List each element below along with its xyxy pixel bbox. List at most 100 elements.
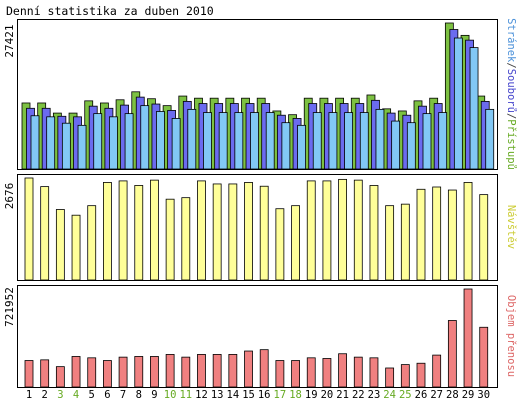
day-label-7: 7: [120, 389, 126, 401]
bar-volume-objem-p-enosu-day-21: [338, 353, 348, 388]
bar-visitors-n-v-t-v-day-25: [400, 203, 410, 281]
bar-visitors-n-v-t-v-day-16: [259, 185, 269, 281]
day-label-4: 4: [73, 389, 79, 401]
panel-traffic: 27421 Stránek/Souborů/Přístupů: [3, 18, 517, 170]
day-label-24: 24: [383, 389, 396, 401]
bar-visitors-n-v-t-v-day-11: [181, 197, 191, 281]
day-label-19: 19: [305, 389, 318, 401]
bar-volume-objem-p-enosu-day-23: [369, 357, 379, 388]
bar-volume-objem-p-enosu-day-7: [118, 356, 128, 388]
bar-visitors-n-v-t-v-day-24: [385, 205, 395, 281]
bar-traffic-str-nek-day-9: [156, 111, 165, 170]
day-label-23: 23: [368, 389, 381, 401]
bar-visitors-n-v-t-v-day-9: [150, 179, 159, 281]
day-label-9: 9: [151, 389, 157, 401]
bar-traffic-str-nek-day-24: [391, 120, 401, 170]
bar-volume-objem-p-enosu-day-3: [55, 366, 65, 388]
day-label-5: 5: [89, 389, 95, 401]
bar-visitors-n-v-t-v-day-21: [338, 178, 348, 281]
bar-traffic-str-nek-day-27: [438, 112, 448, 170]
bar-traffic-str-nek-day-1: [30, 115, 40, 170]
day-label-29: 29: [462, 389, 475, 401]
chart-panels: 27421 Stránek/Souborů/Přístupů2676Návštěv…: [3, 18, 517, 388]
day-label-12: 12: [195, 389, 208, 401]
day-label-17: 17: [274, 389, 287, 401]
bar-traffic-str-nek-day-8: [140, 105, 150, 170]
bar-traffic-str-nek-day-14: [234, 112, 244, 170]
bar-traffic-str-nek-day-6: [109, 116, 118, 170]
bar-volume-objem-p-enosu-day-25: [400, 364, 410, 388]
bar-volume-objem-p-enosu-day-29: [463, 288, 473, 388]
bar-visitors-n-v-t-v-day-6: [103, 182, 112, 281]
y-max-label-volume: 721952: [3, 287, 16, 327]
day-label-20: 20: [321, 389, 334, 401]
bar-traffic-str-nek-day-17: [281, 122, 291, 170]
bar-traffic-str-nek-day-5: [93, 113, 103, 170]
bar-visitors-n-v-t-v-day-1: [24, 177, 34, 281]
day-label-6: 6: [104, 389, 110, 401]
bar-visitors-n-v-t-v-day-5: [87, 205, 97, 281]
bar-volume-objem-p-enosu-day-5: [87, 357, 97, 388]
legend-entry-traffic-4: Přístupů: [505, 119, 517, 170]
bar-volume-objem-p-enosu-day-8: [134, 356, 144, 388]
bar-volume-objem-p-enosu-day-20: [322, 358, 332, 388]
bar-volume-objem-p-enosu-day-22: [353, 356, 363, 388]
bar-visitors-n-v-t-v-day-17: [275, 208, 285, 281]
bar-volume-objem-p-enosu-day-16: [259, 349, 269, 388]
bar-volume-objem-p-enosu-day-13: [212, 354, 222, 388]
day-label-2: 2: [42, 389, 48, 401]
legend-entry-traffic-0: Stránek: [505, 18, 517, 63]
day-label-1: 1: [26, 389, 32, 401]
day-label-18: 18: [289, 389, 302, 401]
bar-traffic-str-nek-day-22: [359, 112, 369, 170]
bar-visitors-n-v-t-v-day-22: [353, 179, 363, 281]
bar-visitors-n-v-t-v-day-29: [463, 182, 473, 281]
bar-visitors-n-v-t-v-day-2: [40, 186, 50, 281]
day-label-15: 15: [242, 389, 255, 401]
bar-volume-objem-p-enosu-day-18: [291, 360, 300, 388]
bar-visitors-n-v-t-v-day-14: [228, 183, 238, 281]
bar-visitors-n-v-t-v-day-13: [212, 183, 222, 281]
bar-volume-objem-p-enosu-day-30: [479, 326, 489, 388]
day-label-28: 28: [446, 389, 459, 401]
panel-volume: 721952 Objem přenosu: [3, 285, 517, 388]
panel-visitors: 2676 Návštěv: [3, 174, 517, 281]
bar-traffic-str-nek-day-15: [250, 112, 259, 170]
bar-volume-objem-p-enosu-day-26: [416, 362, 426, 388]
bar-traffic-str-nek-day-3: [61, 122, 71, 170]
legend-entry-volume-0: Objem přenosu: [505, 295, 517, 377]
day-label-11: 11: [179, 389, 192, 401]
bar-visitors-n-v-t-v-day-18: [291, 205, 300, 281]
bar-traffic-str-nek-day-13: [218, 112, 228, 170]
bar-volume-objem-p-enosu-day-6: [103, 360, 112, 388]
bar-traffic-str-nek-day-12: [203, 112, 212, 170]
bar-traffic-str-nek-day-21: [344, 112, 354, 170]
day-label-13: 13: [211, 389, 224, 401]
bar-volume-objem-p-enosu-day-11: [181, 356, 191, 388]
day-label-14: 14: [227, 389, 240, 401]
day-label-25: 25: [399, 389, 412, 401]
bar-traffic-str-nek-day-7: [124, 113, 134, 170]
bar-visitors-n-v-t-v-day-15: [244, 182, 253, 281]
bar-volume-objem-p-enosu-day-19: [306, 357, 316, 388]
bar-visitors-n-v-t-v-day-30: [479, 194, 489, 281]
x-axis-day-labels: 1 2 3 4 5 6 7 8 9 10 11 12 13 14 15 16 17 18 19 20 21 22 23 24 2…: [26, 389, 490, 401]
legend-visitors: Návštěv: [505, 205, 517, 249]
bar-visitors-n-v-t-v-day-4: [71, 214, 81, 281]
bar-traffic-str-nek-day-19: [312, 112, 322, 170]
bar-visitors-n-v-t-v-day-3: [55, 209, 65, 281]
legend-entry-visitors-0: Návštěv: [505, 205, 517, 249]
bar-traffic-str-nek-day-23: [375, 108, 385, 170]
bar-volume-objem-p-enosu-day-24: [385, 367, 395, 388]
bar-visitors-n-v-t-v-day-26: [416, 188, 426, 281]
bar-volume-objem-p-enosu-day-17: [275, 360, 285, 388]
bar-traffic-str-nek-day-26: [422, 113, 432, 170]
bar-traffic-str-nek-day-25: [406, 122, 416, 170]
day-label-8: 8: [136, 389, 142, 401]
legend-entry-traffic-2: Souborů: [505, 69, 517, 113]
bar-volume-objem-p-enosu-day-9: [150, 356, 159, 388]
bar-traffic-str-nek-day-20: [328, 112, 338, 170]
bar-visitors-n-v-t-v-day-19: [306, 180, 316, 281]
bar-volume-objem-p-enosu-day-14: [228, 354, 238, 388]
